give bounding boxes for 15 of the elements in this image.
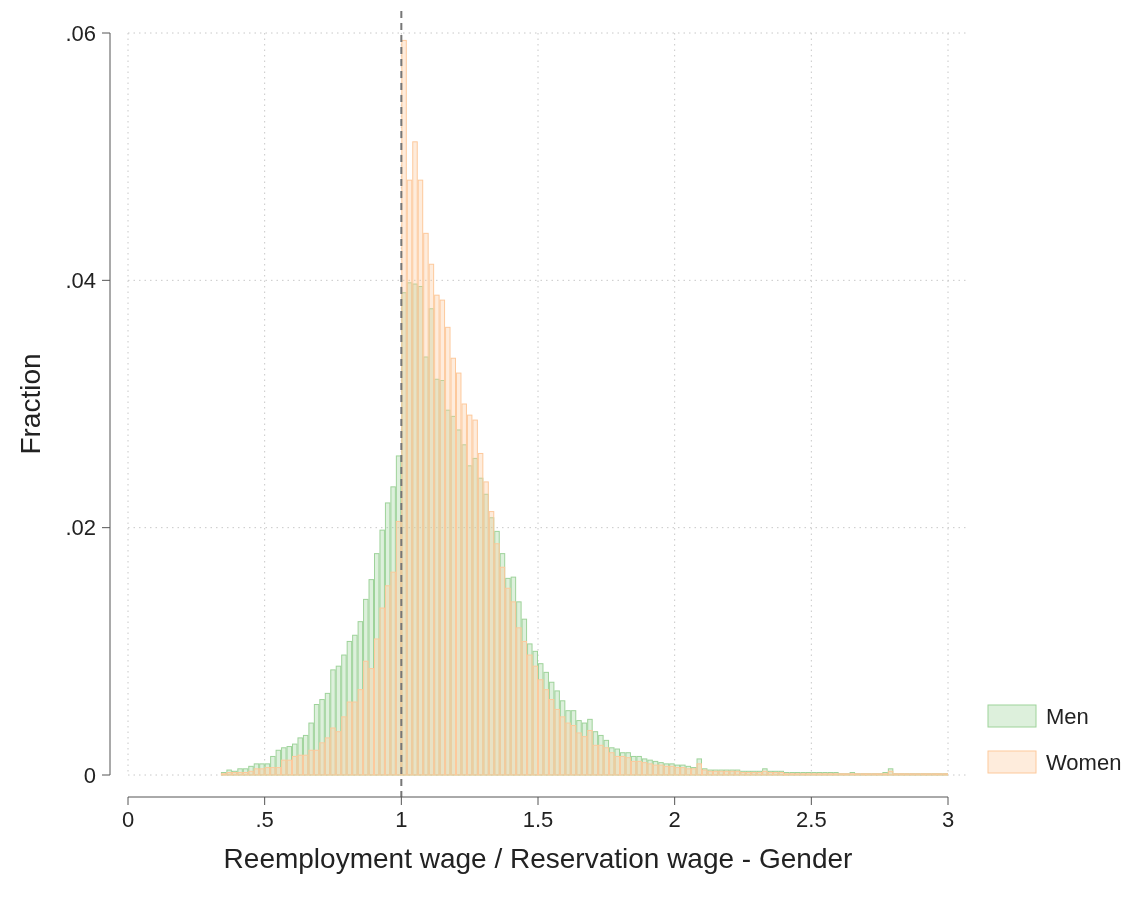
y-tick-label: .02 xyxy=(65,515,96,541)
y-tick-label: 0 xyxy=(83,762,96,788)
x-tick-label: 2.5 xyxy=(796,807,827,832)
x-tick-label: 1 xyxy=(395,807,408,832)
x-axis-title: Reemployment wage / Reservation wage - Gender xyxy=(223,843,853,874)
x-tick-label: 2 xyxy=(668,807,681,832)
y-tick-label: .06 xyxy=(65,20,96,46)
legend-label: Women xyxy=(1046,749,1122,775)
x-tick-label: 3 xyxy=(941,807,955,832)
y-tick-label: .04 xyxy=(65,268,96,294)
legend-label: Men xyxy=(1046,703,1089,729)
y-axis-title: Fraction xyxy=(15,353,46,455)
x-tick-label: 1.5 xyxy=(522,807,554,832)
x-tick-label: .5 xyxy=(255,807,274,832)
x-tick-label: 0 xyxy=(121,807,135,832)
